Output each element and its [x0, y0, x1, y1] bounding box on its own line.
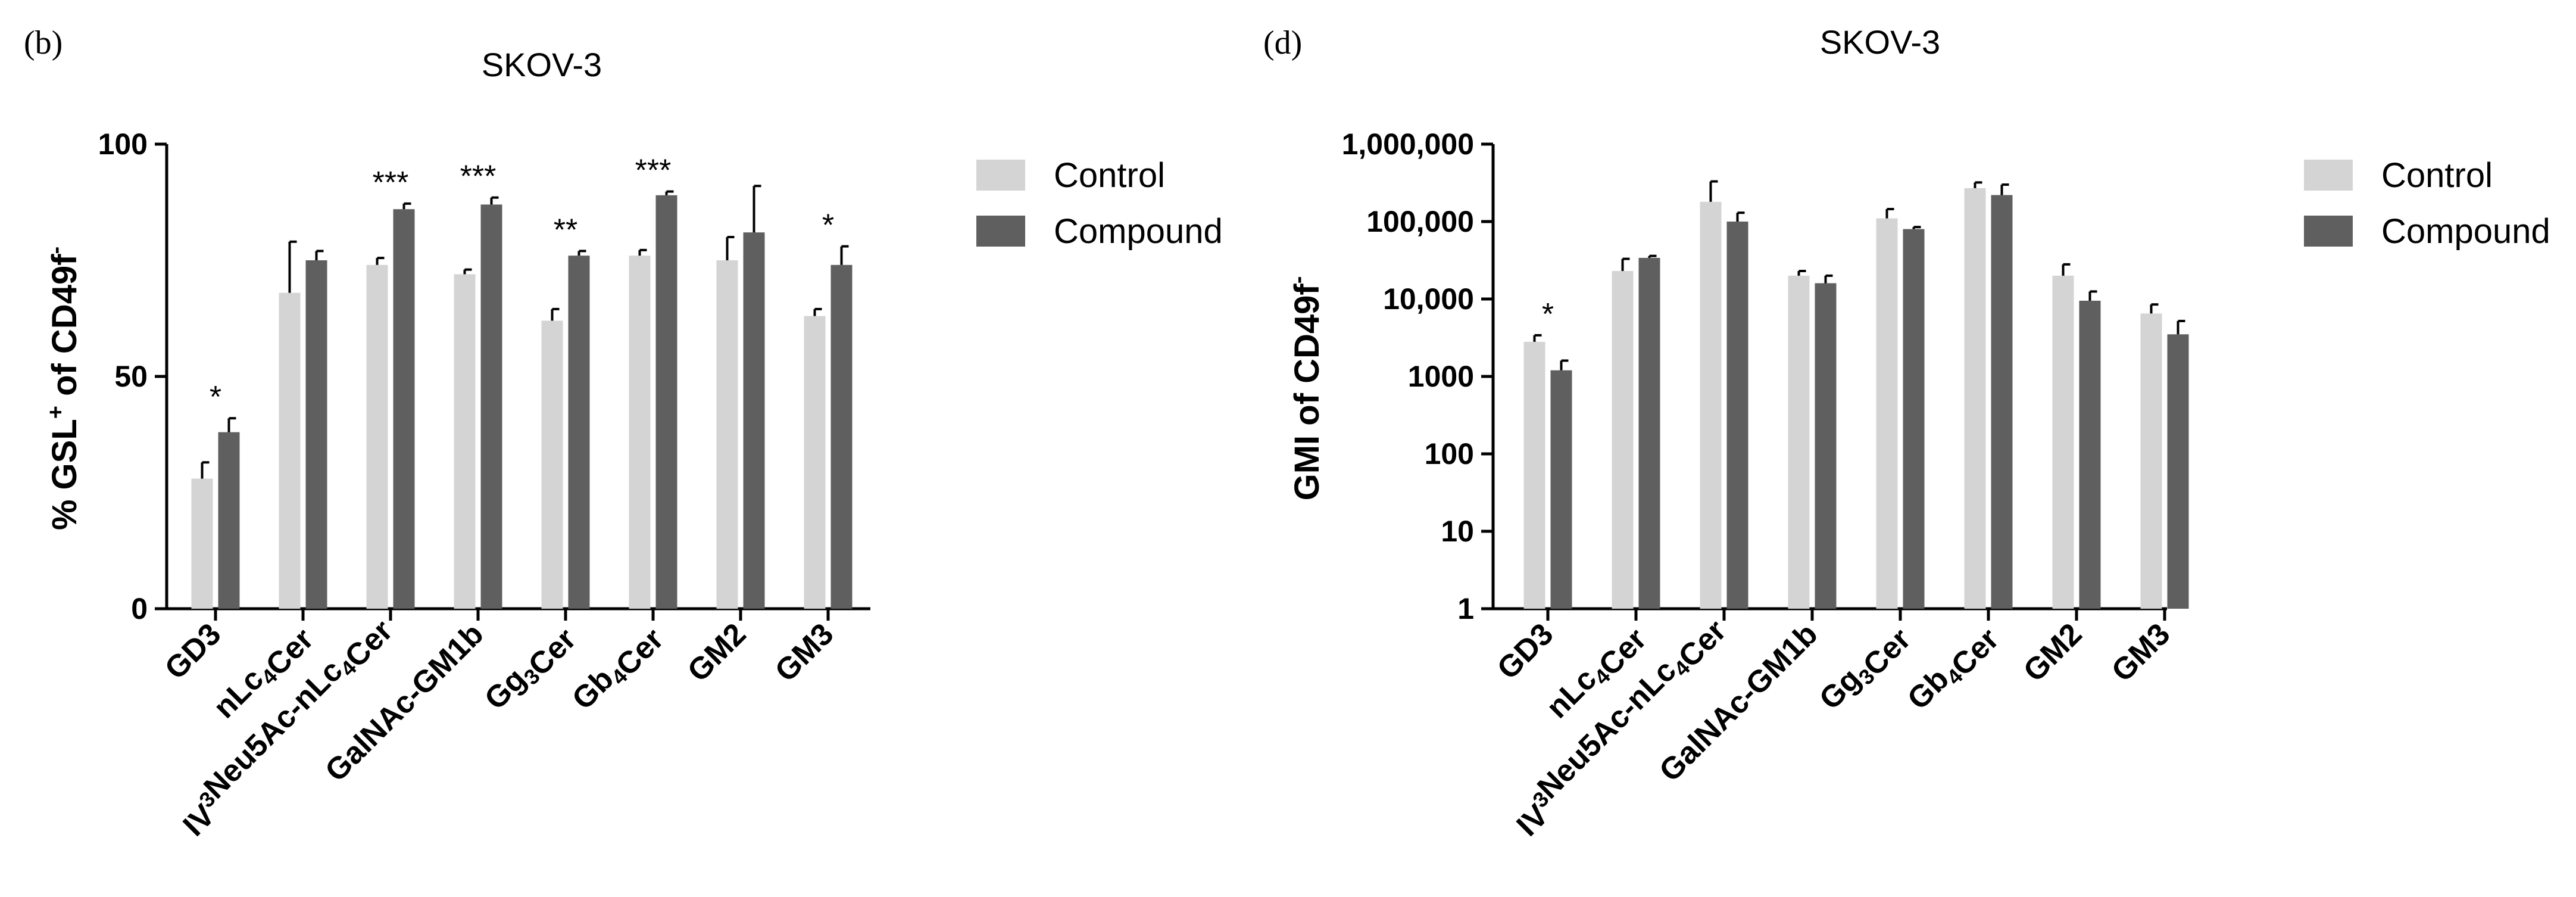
- legend-label-control: Control: [2381, 156, 2493, 195]
- chart-title: SKOV-3: [1820, 23, 1940, 61]
- bar-compound-6: [2079, 300, 2101, 609]
- y-tick-label: 1000: [1408, 360, 1474, 393]
- y-tick-label: 0: [131, 592, 148, 625]
- significance-marker: *: [210, 380, 221, 415]
- bar-compound-4: [1903, 229, 1925, 609]
- bar-control-0: [191, 478, 213, 609]
- bar-control-5: [1964, 188, 1986, 609]
- bar-control-1: [279, 292, 301, 609]
- bar-compound-4: [568, 256, 590, 609]
- legend-label-control: Control: [1054, 156, 1165, 195]
- bar-compound-1: [305, 260, 327, 609]
- y-axis-title: % GSL+ of CD49f-: [43, 247, 84, 530]
- bar-control-2: [366, 264, 388, 609]
- bar-compound-3: [1815, 283, 1837, 609]
- bar-control-5: [629, 256, 651, 609]
- bar-control-7: [804, 316, 826, 609]
- bar-control-6: [716, 260, 738, 609]
- panel-label: (d): [1263, 24, 1302, 61]
- bar-control-4: [1876, 218, 1898, 609]
- y-tick-label: 100: [1425, 437, 1474, 471]
- bar-compound-7: [830, 264, 853, 609]
- bar-compound-0: [218, 432, 240, 609]
- bar-control-4: [541, 320, 563, 609]
- legend: Control Compound: [2304, 156, 2550, 251]
- bar-compound-0: [1550, 370, 1572, 609]
- bar-control-2: [1700, 201, 1722, 609]
- bar-control-3: [1788, 275, 1810, 609]
- y-axis-title: GMI of CD49f-: [1286, 276, 1326, 501]
- chart-panel-d: (d) SKOV-3 GMI of CD49f- 1 10 100 1000 10,00…: [1263, 23, 2550, 843]
- y-tick-label: 10,000: [1383, 282, 1474, 316]
- legend-swatch-compound: [2304, 216, 2353, 247]
- y-tick-label: 100,000: [1366, 205, 1474, 238]
- significance-marker: *: [1542, 297, 1554, 332]
- legend-swatch-compound: [976, 216, 1025, 247]
- legend: Control Compound: [976, 156, 1223, 251]
- legend-swatch-control: [2304, 160, 2353, 191]
- bar-compound-7: [2167, 334, 2189, 609]
- bar-compound-6: [743, 232, 765, 609]
- y-tick-label: 1,000,000: [1342, 127, 1474, 161]
- bar-compound-2: [1726, 222, 1748, 609]
- bar-compound-5: [655, 195, 677, 609]
- bar-control-6: [2052, 275, 2074, 609]
- y-tick-label: 50: [114, 360, 148, 393]
- legend-swatch-control: [976, 160, 1025, 191]
- bar-compound-2: [393, 209, 415, 609]
- y-tick-label: 100: [98, 127, 148, 161]
- significance-marker: *: [822, 208, 834, 243]
- bar-control-3: [454, 274, 476, 609]
- bar-compound-3: [480, 204, 502, 609]
- legend-label-compound: Compound: [2381, 212, 2550, 251]
- significance-marker: ***: [635, 154, 672, 188]
- significance-marker: ***: [373, 166, 409, 200]
- y-tick-label: 1: [1457, 592, 1474, 625]
- y-tick-label: 10: [1441, 515, 1474, 548]
- significance-marker: ***: [460, 160, 497, 194]
- bar-control-1: [1612, 270, 1634, 609]
- panel-label: (b): [24, 24, 63, 61]
- plot-area: 110100100010,000100,0001,000,000GD3*nLc4…: [1342, 127, 2189, 843]
- bar-compound-1: [1638, 257, 1660, 609]
- significance-marker: **: [554, 213, 577, 247]
- chart-title: SKOV-3: [482, 46, 602, 83]
- bar-control-7: [2140, 313, 2162, 609]
- legend-label-compound: Compound: [1054, 212, 1223, 251]
- bar-control-0: [1523, 341, 1545, 609]
- bar-compound-5: [1991, 195, 2013, 609]
